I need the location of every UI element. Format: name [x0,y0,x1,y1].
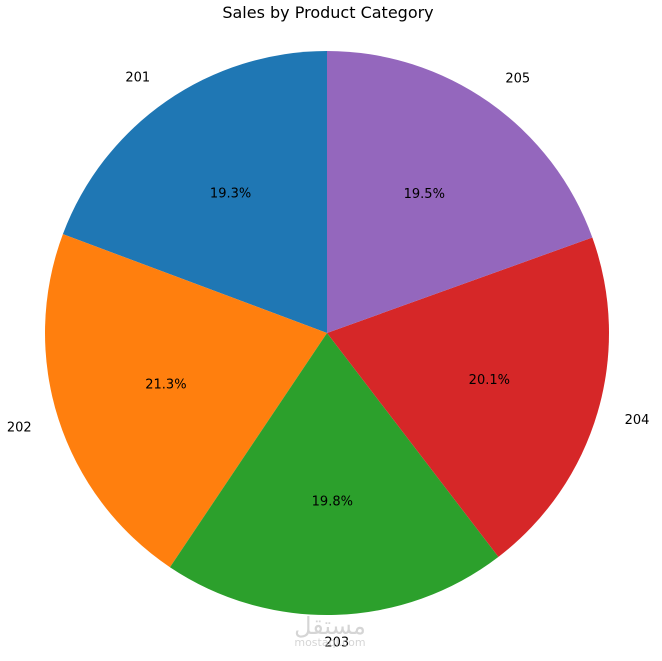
slice-percent-204: 20.1% [469,373,510,388]
slice-percent-205: 19.5% [404,187,445,202]
slice-label-205: 205 [505,72,530,87]
pie-slice-205 [327,50,593,333]
pie-slice-204 [327,237,609,557]
watermark: مستقل mostaql.com [294,612,366,649]
watermark-logo: مستقل [294,612,366,640]
pie-slice-202 [45,234,328,568]
slice-label-203: 203 [324,636,349,651]
slice-label-201: 201 [125,71,150,86]
watermark-site: mostaql.com [294,636,365,649]
pie-labels: 201 19.3% 202 21.3% 203 19.8% 204 20.1% 205 19.5% [7,71,650,651]
slice-percent-203: 19.8% [312,495,353,510]
pie-slice-203 [169,333,499,615]
slice-percent-202: 21.3% [145,377,186,392]
slice-label-202: 202 [7,420,32,435]
slice-percent-201: 19.3% [210,186,251,201]
chart-title: Sales by Product Category [222,3,433,22]
pie-slice-201 [62,51,327,333]
slice-label-204: 204 [625,413,650,428]
pie-slices [45,50,609,615]
